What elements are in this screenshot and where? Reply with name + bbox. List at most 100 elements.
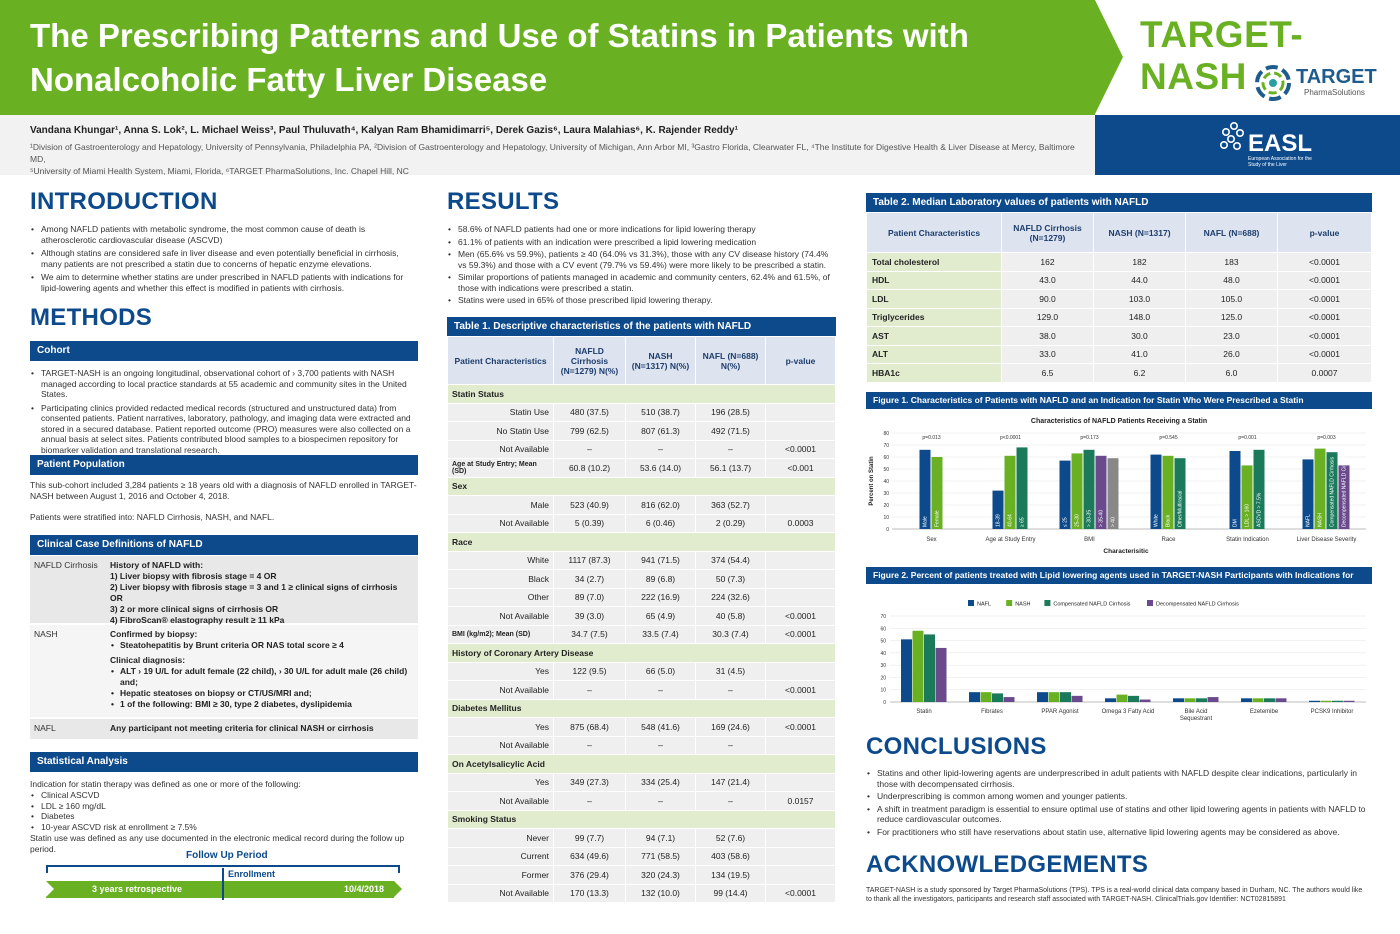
table1-cell: 50 (7.3) [695, 569, 766, 589]
table1-row: Male 523 (40.9) 816 (62.0) 363 (52.7) [447, 495, 836, 515]
results-bullet: Similar proportions of patients managed … [447, 272, 836, 293]
table1-cell: – [625, 439, 696, 459]
figure2-category: Ezetemibe [1250, 709, 1279, 715]
figure1-bar-label: ASCVD > 7.5% [1257, 492, 1263, 527]
figure1-bar-label: Male [923, 516, 929, 527]
table1-cell: 134 (19.5) [695, 865, 766, 885]
table1-cell: 30.3 (7.4) [695, 624, 766, 644]
table1-cell: 94 (7.1) [625, 828, 696, 848]
table2-cell: 183 [1185, 252, 1278, 272]
introduction-bullet: Among NAFLD patients with metabolic synd… [30, 224, 410, 245]
figure1-bar [992, 490, 1004, 529]
followup-arrow-tip [394, 881, 402, 897]
table1-row-label: Not Available [447, 513, 554, 533]
figure2-category: Omega 3 Fatty Acid [1102, 709, 1155, 715]
figure1-bar [1095, 455, 1107, 529]
easl-panel [1095, 115, 1400, 175]
figure1-y-tick: 70 [883, 443, 889, 449]
table1-cell: <0.001 [765, 458, 836, 478]
table1-cell: 816 (62.0) [625, 495, 696, 515]
table1-body: Statin Status Statin Use 480 (37.5) 510 (38… [447, 384, 836, 903]
table2-cell: 44.0 [1093, 270, 1186, 290]
table2-cell: 23.0 [1185, 326, 1278, 346]
table1-cell: 492 (71.5) [695, 421, 766, 441]
table1-row: White 1117 (87.3) 941 (71.5) 374 (54.4) [447, 550, 836, 570]
definition-label: NAFLD Cirrhosis [34, 560, 98, 570]
figure2-bar [1332, 700, 1343, 702]
stats-bullet: LDL ≥ 160 mg/dL [30, 801, 418, 812]
followup-arrow-tail [46, 881, 54, 897]
table1-cell: – [553, 680, 626, 700]
figure1-y-tick: 30 [883, 491, 889, 497]
table1-row: Never 99 (7.7) 94 (7.1) 52 (7.6) [447, 828, 836, 848]
figure1-bar [1016, 447, 1028, 529]
figure2-category: PCSK9 Inhibitor [1311, 709, 1354, 715]
figure2-bar [1048, 692, 1060, 702]
table1-cell: 875 (68.4) [553, 717, 626, 737]
table1-cell [765, 846, 836, 866]
figure2-bar [1128, 695, 1139, 702]
table1-cell: 523 (40.9) [553, 495, 626, 515]
figure1-bar-label: 18-39 [996, 514, 1002, 527]
introduction-bullet: Although statins are considered safe in … [30, 248, 410, 269]
table1-cell: – [553, 735, 626, 755]
table2-row-label: HDL [866, 270, 1002, 290]
figure1-y-tick: 20 [883, 503, 889, 509]
table1-section-label: Statin Status [447, 384, 836, 404]
table1-section-row: Statin Status [447, 384, 836, 404]
table2-cell: 6.2 [1093, 363, 1186, 383]
figure1-bar-label: > 40 [1111, 517, 1117, 527]
conclusions-bullet: Underprescribing is common among women a… [866, 791, 1366, 802]
table1-cell [765, 421, 836, 441]
table1-row-label: Former [447, 865, 554, 885]
table2-header: Patient Characteristics [866, 212, 1002, 253]
table1-row: Black 34 (2.7) 89 (6.8) 50 (7.3) [447, 569, 836, 589]
figure2-bar [1060, 692, 1071, 702]
table1-cell: – [695, 680, 766, 700]
figure1-title: Figure 1. Characteristics of Patients wi… [866, 392, 1372, 409]
table1-row-label: Not Available [447, 680, 554, 700]
definition-text: History of NAFLD with: 1) Liver biopsy w… [104, 556, 418, 625]
figure2-bar [1275, 698, 1287, 702]
table1-cell: 941 (71.5) [625, 550, 696, 570]
population-text-2: Patients were stratified into: NAFLD Cir… [30, 512, 275, 522]
figure2-bar [1071, 695, 1083, 702]
table1-row: Other 89 (7.0) 222 (16.9) 224 (32.6) [447, 587, 836, 607]
figure1-category: BMI [1084, 537, 1095, 543]
followup-divider [222, 868, 224, 900]
table1-row-label: Never [447, 828, 554, 848]
table1-cell: 40 (5.8) [695, 606, 766, 626]
table1-row: Statin Use 480 (37.5) 510 (38.7) 196 (28.5) [447, 402, 836, 422]
table1-row: Current 634 (49.6) 771 (58.5) 403 (58.6) [447, 846, 836, 866]
table1-cell: <0.0001 [765, 439, 836, 459]
figure2-legend-swatch [968, 600, 974, 606]
conclusions-list: Statins and other lipid-lowering agents … [866, 768, 1366, 839]
table1-cell: 634 (49.6) [553, 846, 626, 866]
figure1-y-tick: 10 [883, 515, 889, 521]
table1-section-row: History of Coronary Artery Disease [447, 643, 836, 663]
table1-cell: 224 (32.6) [695, 587, 766, 607]
figure2-bar [1105, 698, 1116, 702]
table1-section-row: Race [447, 532, 836, 552]
table1-row: BMI (kg/m2); Mean (SD) 34.7 (7.5) 33.5 (7.… [447, 624, 836, 644]
table1-row: Not Available 170 (13.3) 132 (10.0) 99 (14.… [447, 883, 836, 903]
figure1-y-tick: 40 [883, 479, 889, 485]
figure1-bar [1083, 449, 1095, 529]
definition-line: 2) Liver biopsy with fibrosis stage = 3 … [110, 582, 398, 603]
table1-cell: 771 (58.5) [625, 846, 696, 866]
affiliations-line-1: ¹Division of Gastroenterology and Hepato… [30, 142, 1075, 164]
table2-cell: <0.0001 [1277, 344, 1372, 364]
table1-cell: 39 (3.0) [553, 606, 626, 626]
definition-line: Hepatic steatoses on biopsy or CT/US/MRI… [110, 688, 412, 699]
definition-line: 4) FibroScan® elastography result ≥ 11 k… [110, 615, 285, 625]
figure1-bar [1150, 454, 1162, 529]
table2-cell: 90.0 [1001, 289, 1094, 309]
figure2-y-tick: 50 [880, 639, 886, 645]
table2-cell: <0.0001 [1277, 252, 1372, 272]
table1-cell: 374 (54.4) [695, 550, 766, 570]
figure2-bar [1037, 692, 1048, 702]
figure2-y-tick: 10 [880, 688, 886, 694]
table1-cell: 147 (21.4) [695, 772, 766, 792]
figure2-bar [1309, 700, 1320, 702]
definition-line: 3) 2 or more clinical signs of cirrhosis… [110, 604, 279, 614]
